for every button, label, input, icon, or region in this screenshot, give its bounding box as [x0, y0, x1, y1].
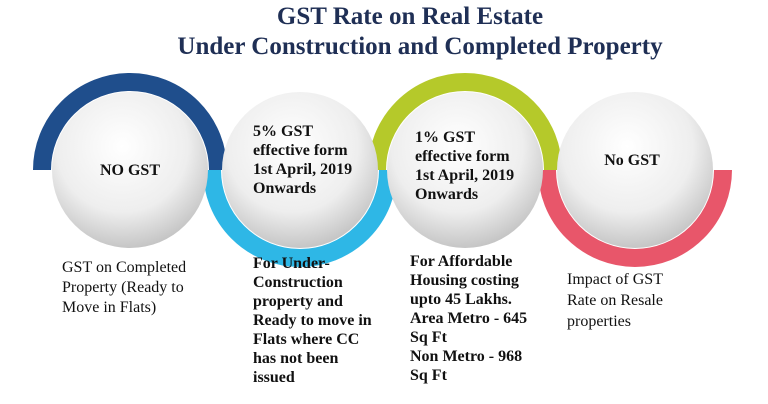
circle-label: 1st April, 2019: [253, 161, 352, 178]
description-line: property and: [253, 293, 343, 310]
description-line: issued: [253, 369, 295, 386]
circle-label: 1% GST: [415, 129, 475, 146]
circle: [387, 92, 543, 248]
description-line: Rate on Resale: [567, 292, 663, 309]
title-line: Under Construction and Completed Propert…: [177, 33, 663, 60]
content: NO GST GST on Completed Property (Ready to…: [62, 123, 663, 386]
description-line: Property (Ready to: [62, 279, 184, 296]
description-line: Sq Ft: [410, 367, 448, 384]
arc: [368, 73, 562, 171]
arc: [203, 169, 397, 267]
description-line: Ready to move in: [253, 312, 372, 329]
description-line: Sq Ft: [410, 329, 448, 346]
description-line: For Under-: [253, 255, 330, 272]
circle: [52, 92, 208, 248]
description-line: Flats where CC: [253, 331, 359, 348]
circle-label: NO GST: [100, 162, 160, 179]
circle-label: effective form: [415, 148, 510, 165]
description-line: GST on Completed: [62, 259, 186, 276]
circle-label: 5% GST: [253, 123, 313, 140]
description-line: Move in Flats): [62, 299, 156, 316]
circle-label: 1st April, 2019: [415, 167, 514, 184]
description-line: upto 45 Lakhs.: [410, 291, 512, 308]
description-line: Housing costing: [410, 272, 519, 289]
description-line: Impact of GST: [567, 271, 663, 288]
circle: [557, 92, 713, 248]
description-line: For Affordable: [410, 253, 512, 270]
circle-label: Onwards: [415, 186, 478, 203]
circle-label: Onwards: [253, 180, 316, 197]
description-line: Area Metro - 645: [410, 310, 527, 327]
description-line: Construction: [253, 274, 343, 291]
description-line: Non Metro - 968: [410, 348, 522, 365]
arc: [538, 169, 732, 267]
circle: [222, 92, 378, 248]
circle-label: effective form: [253, 142, 348, 159]
circle-label: No GST: [604, 152, 660, 169]
title-line: GST Rate on Real Estate: [277, 3, 543, 30]
arc: [33, 73, 227, 171]
description-line: properties: [567, 313, 631, 330]
description-line: has not been: [253, 350, 338, 367]
